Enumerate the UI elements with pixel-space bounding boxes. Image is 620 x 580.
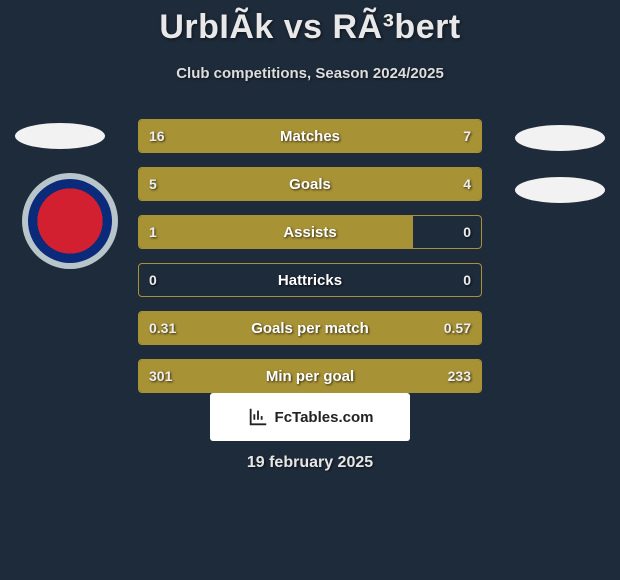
stat-fill-right — [331, 360, 481, 392]
player-right-pill-2 — [515, 177, 605, 203]
stat-row: Hattricks0 0 — [138, 263, 482, 297]
stat-row: Min per goal301233 — [138, 359, 482, 393]
fctables-logo: FcTables.com — [210, 393, 410, 441]
stat-value-left: 0 — [149, 264, 157, 296]
stat-fill-left — [139, 312, 259, 344]
stat-value-right: 0 — [463, 264, 471, 296]
chart-icon — [247, 406, 269, 428]
logo-text: FcTables.com — [275, 409, 374, 426]
player-left-pill — [15, 123, 105, 149]
stat-fill-left — [139, 360, 331, 392]
date-text: 19 february 2025 — [0, 454, 620, 472]
stat-fill-left — [139, 168, 331, 200]
page-title: UrbIÃk vs RÃ³bert — [0, 0, 620, 47]
stat-label: Hattricks — [139, 264, 481, 296]
player-right-pill-1 — [515, 125, 605, 151]
club-crest — [22, 173, 118, 269]
stat-row: Goals54 — [138, 167, 482, 201]
stat-fill-right — [331, 168, 481, 200]
stat-row: Assists10 — [138, 215, 482, 249]
subtitle: Club competitions, Season 2024/2025 — [0, 65, 620, 82]
stat-fill-left — [139, 120, 378, 152]
stat-row: Goals per match0.310.57 — [138, 311, 482, 345]
stat-value-right: 0 — [463, 216, 471, 248]
stat-row: Matches167 — [138, 119, 482, 153]
stat-fill-right — [259, 312, 481, 344]
stat-fill-right — [378, 120, 481, 152]
stats-bars: Matches167Goals54Assists10Hattricks00Goa… — [138, 119, 482, 407]
stat-fill-left — [139, 216, 413, 248]
